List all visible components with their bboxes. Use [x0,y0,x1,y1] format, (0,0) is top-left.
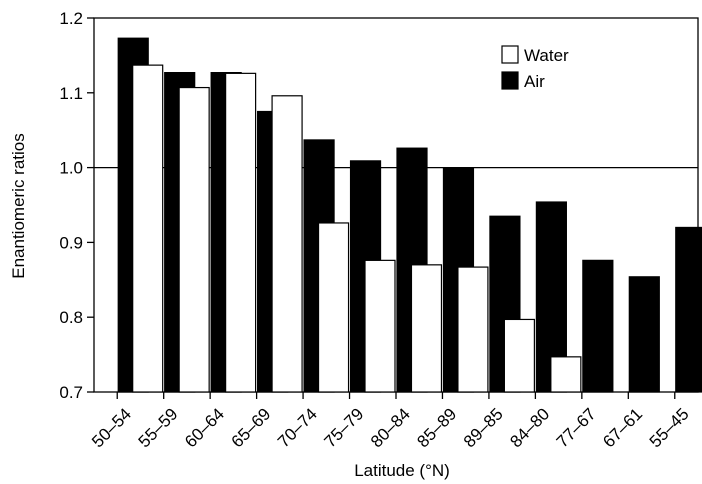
y-tick-label: 1.2 [59,9,83,28]
bar-water [271,95,303,393]
legend: Water Air [501,45,569,91]
legend-swatch-air [501,71,519,90]
x-tick-label: 65–69 [228,404,275,451]
bar-water [225,72,257,393]
y-axis-title: Enantiomeric ratios [9,133,28,279]
x-tick-label: 50–54 [88,404,135,451]
y-tick-label: 0.7 [59,383,83,402]
x-tick-label: 70–74 [274,404,321,451]
bar-water [550,356,582,393]
bar-water [503,318,535,393]
x-tick-label: 89–85 [460,404,507,451]
x-tick-label: 85–89 [413,404,460,451]
x-axis-title: Latitude (°N) [354,461,450,480]
bar-air [675,226,702,393]
bar-water [457,266,489,393]
bar-water [317,222,350,393]
legend-label-air: Air [524,72,545,91]
legend-label-water: Water [524,46,569,65]
bar-air [628,276,660,393]
bar-water [178,86,210,393]
x-tick-label: 80–84 [367,404,414,451]
y-tick-label: 1.0 [59,159,83,178]
x-tick-label: 55–59 [135,404,182,451]
y-tick-label: 0.9 [59,233,83,252]
x-tick-label: 60–64 [181,404,228,451]
legend-swatch-water [501,45,519,64]
bar-water [132,64,164,393]
bar-water [410,264,443,393]
x-tick-label: 84–80 [506,404,553,451]
x-tick-label: 77–67 [553,404,600,451]
bar-air [582,259,614,393]
y-tick-label: 0.8 [59,308,83,327]
x-tick-label: 75–79 [321,404,368,451]
bar-water [364,259,396,393]
y-tick-label: 1.1 [59,84,83,103]
x-tick-label: 55–45 [646,404,693,451]
x-tick-label: 67–61 [599,404,646,451]
